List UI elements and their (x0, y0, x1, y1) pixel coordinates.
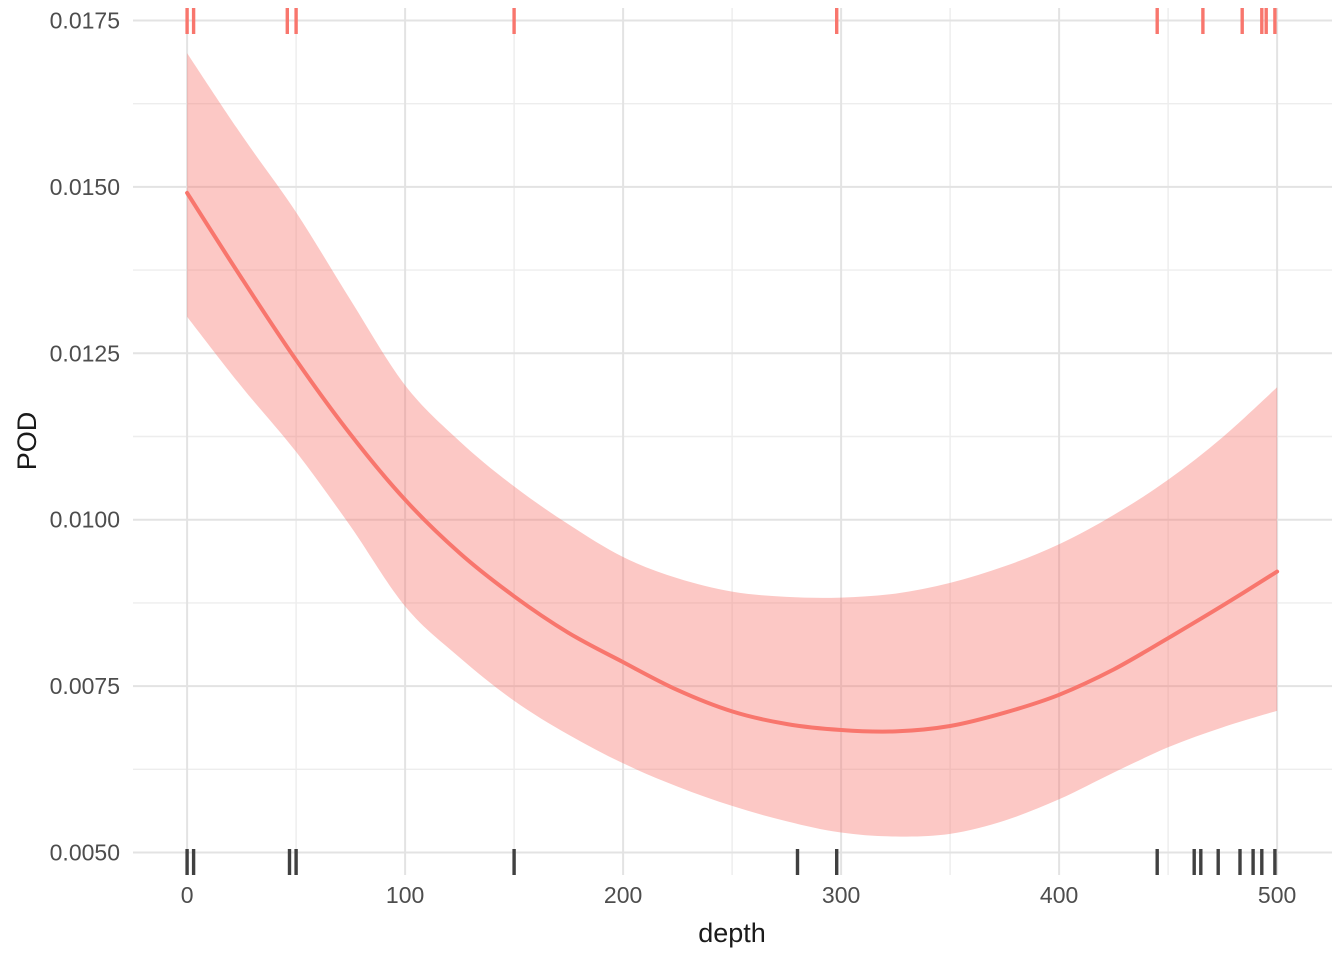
x-tick-label: 500 (1258, 882, 1296, 908)
rug-top-group (185, 8, 1277, 34)
y-axis-title: POD (12, 412, 42, 471)
smooth-line (185, 190, 1280, 734)
y-tick-label: 0.0050 (50, 840, 120, 866)
y-tick-label: 0.0100 (50, 507, 120, 533)
y-tick-label: 0.0175 (50, 8, 120, 34)
x-tick-label: 100 (386, 882, 424, 908)
x-axis-title: depth (698, 918, 766, 948)
smooth-line-group (185, 190, 1280, 734)
x-tick-label: 400 (1040, 882, 1078, 908)
x-tick-label: 0 (181, 882, 194, 908)
rug-bottom-group (185, 849, 1277, 875)
x-tick-label: 300 (822, 882, 860, 908)
minor-gridlines (133, 8, 1332, 875)
y-tick-label: 0.0075 (50, 673, 120, 699)
x-tick-label: 200 (604, 882, 642, 908)
y-tick-label: 0.0125 (50, 340, 120, 366)
y-tick-labels: 0.0175 0.0150 0.0125 0.0100 0.0075 0.0050 (50, 8, 120, 866)
confidence-ribbon (187, 53, 1278, 837)
x-tick-labels: 0 100 200 300 400 500 (181, 882, 1297, 908)
y-tick-label: 0.0150 (50, 174, 120, 200)
major-gridlines (133, 8, 1332, 875)
confidence-ribbon-group (187, 53, 1278, 837)
